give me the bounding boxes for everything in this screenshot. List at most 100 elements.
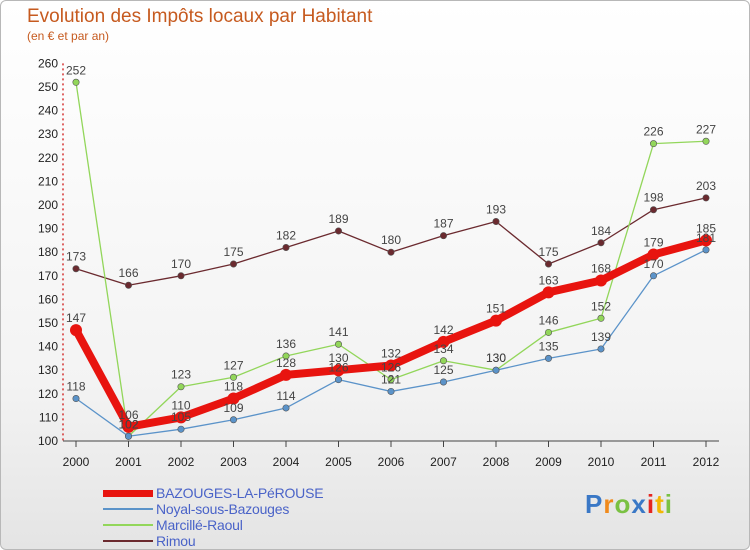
x-tick-label: 2003 [220,455,247,469]
data-point [70,324,82,337]
y-tick-label: 160 [38,292,58,306]
data-point [332,364,345,377]
x-tick-label: 2000 [63,455,90,469]
data-label: 180 [381,233,401,247]
y-tick-label: 140 [38,340,58,354]
legend-label: Rimou [156,533,196,549]
data-point [439,232,447,240]
data-label: 114 [276,389,295,403]
data-label: 170 [643,257,663,271]
logo-letter: i [664,489,673,519]
data-label: 189 [328,212,348,226]
y-tick-label: 220 [38,151,58,165]
data-label: 147 [66,311,86,325]
legend-swatch [103,508,153,510]
data-label: 109 [223,401,243,415]
data-label: 141 [328,325,348,339]
data-point [230,416,238,424]
data-point [544,354,552,362]
data-point [334,376,342,384]
data-label: 170 [171,257,191,271]
data-point [597,345,605,353]
data-point [387,376,395,384]
data-label: 203 [696,179,716,193]
data-label: 198 [643,191,663,205]
data-point [702,194,710,202]
data-label: 126 [328,361,348,375]
legend-swatch [103,540,153,542]
y-tick-label: 260 [38,56,58,70]
y-tick-label: 200 [38,198,58,212]
data-point [72,395,80,403]
data-label: 118 [66,380,85,394]
y-tick-label: 130 [38,363,58,377]
data-point [282,243,290,251]
data-point [387,248,395,256]
x-tick-label: 2009 [535,455,562,469]
y-tick-label: 190 [38,222,58,236]
data-point [649,272,657,280]
data-point [72,78,80,86]
data-point [122,420,135,433]
data-label: 123 [171,368,191,382]
y-tick-label: 170 [38,269,58,283]
data-label: 175 [223,245,243,259]
data-label: 179 [643,236,663,250]
data-point [334,227,342,235]
logo-letter: i [646,489,656,519]
data-label: 227 [696,122,716,136]
legend-label: Marcillé-Raoul [156,517,243,533]
y-tick-label: 100 [38,434,58,448]
legend-label: BAZOUGES-LA-PéROUSE [156,485,324,501]
logo-letter: t [655,489,665,519]
data-label: 152 [591,299,611,313]
data-point [387,387,395,395]
data-point [542,286,555,299]
x-tick-label: 2008 [483,455,510,469]
data-label: 110 [171,398,190,412]
logo-letter: x [631,489,647,519]
data-point [649,206,657,214]
data-point [385,359,397,372]
data-point [437,335,450,348]
data-label: 252 [66,63,86,77]
data-label: 181 [696,231,716,245]
data-label: 102 [118,417,138,431]
legend-swatch [103,490,153,497]
chart-title: Evolution des Impôts locaux par Habitant [27,6,373,27]
data-label: 126 [381,361,401,375]
data-point [647,248,660,261]
data-label: 134 [433,342,453,356]
data-point [544,260,552,268]
data-point [492,366,500,374]
y-tick-label: 240 [38,104,58,118]
data-point [649,140,657,148]
x-tick-label: 2001 [115,455,142,469]
data-point [282,352,290,360]
data-label: 166 [118,266,138,280]
data-point [177,383,185,391]
data-label: 173 [66,250,86,264]
data-point [492,218,500,226]
x-tick-label: 2007 [430,455,457,469]
y-tick-label: 230 [38,127,58,141]
data-point [282,404,290,412]
data-label: 182 [276,228,296,242]
x-tick-label: 2011 [641,455,667,469]
data-label: 102 [118,417,138,431]
logo-letter: r [603,489,615,519]
y-tick-label: 180 [38,245,58,259]
data-point [490,314,502,327]
legend-label: Noyal-sous-Bazouges [156,501,290,517]
data-point [175,411,187,424]
data-point [177,272,185,280]
data-point [125,281,133,289]
data-label: 142 [433,323,453,337]
y-tick-label: 250 [38,80,58,94]
data-point [595,274,607,287]
data-point [597,239,605,247]
legend-swatch [103,524,153,526]
data-label: 193 [486,203,506,217]
y-tick-label: 150 [38,316,58,330]
data-label: 175 [538,245,558,259]
